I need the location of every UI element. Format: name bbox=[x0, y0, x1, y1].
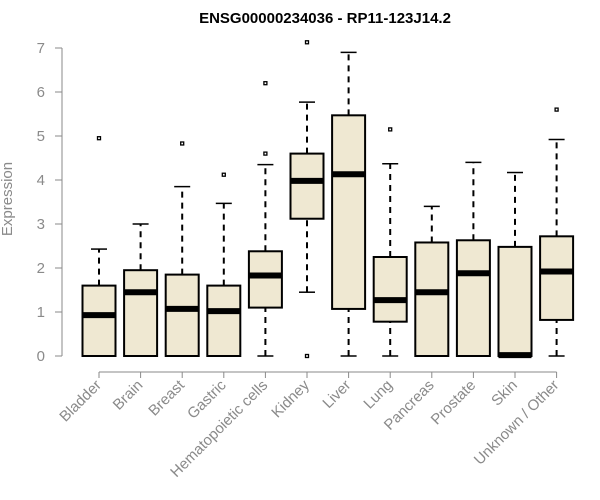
box-iqr bbox=[123, 269, 159, 358]
outlier-point bbox=[388, 127, 393, 132]
y-tick-label: 6 bbox=[37, 84, 45, 101]
y-tick-label: 3 bbox=[37, 216, 45, 233]
box-prostate bbox=[455, 161, 491, 357]
box-iqr bbox=[289, 152, 325, 220]
box-unknown-other bbox=[539, 107, 575, 357]
outlier-point bbox=[304, 40, 310, 45]
box-hematopoietic-cells bbox=[247, 81, 283, 357]
y-tick-label: 2 bbox=[37, 260, 45, 277]
y-tick-label: 7 bbox=[37, 40, 45, 57]
chart-title: ENSG00000234036 - RP11-123J14.2 bbox=[199, 10, 451, 27]
x-tick-label: Breast bbox=[145, 376, 188, 419]
box-lung bbox=[372, 127, 408, 357]
box-pancreas bbox=[414, 205, 450, 357]
box-gastric bbox=[206, 172, 242, 358]
x-tick-label: Brain bbox=[110, 377, 147, 414]
box-liver bbox=[331, 51, 367, 357]
y-tick-label: 4 bbox=[37, 172, 45, 189]
box-iqr bbox=[455, 239, 491, 357]
x-tick-label: Liver bbox=[319, 377, 354, 412]
outlier-point bbox=[263, 81, 268, 86]
box-breast bbox=[164, 141, 200, 358]
y-tick-label: 0 bbox=[37, 348, 45, 365]
box-iqr bbox=[164, 273, 200, 358]
box-skin bbox=[497, 171, 533, 359]
box-iqr bbox=[247, 250, 283, 309]
outlier-point bbox=[554, 107, 559, 112]
box-brain bbox=[123, 223, 159, 358]
outlier-point bbox=[180, 141, 185, 146]
x-tick-label: Prostate bbox=[428, 377, 480, 429]
boxes-group bbox=[81, 40, 575, 359]
box-iqr bbox=[331, 114, 367, 310]
outlier-point bbox=[221, 172, 226, 177]
outlier-point bbox=[304, 353, 310, 359]
box-iqr bbox=[414, 241, 450, 357]
y-tick-label: 1 bbox=[37, 304, 45, 321]
box-kidney bbox=[289, 40, 325, 359]
outlier-point bbox=[263, 151, 268, 156]
x-tick-label: Kidney bbox=[268, 376, 313, 421]
box-iqr bbox=[497, 245, 533, 358]
x-tick-label: Lung bbox=[360, 377, 396, 413]
y-axis-label: Expression bbox=[0, 162, 16, 236]
box-iqr bbox=[539, 235, 575, 321]
box-iqr bbox=[206, 284, 242, 358]
outlier-point bbox=[96, 136, 102, 141]
box-iqr bbox=[372, 256, 408, 323]
box-bladder bbox=[81, 136, 117, 358]
box-iqr bbox=[81, 284, 117, 358]
x-tick-label: Bladder bbox=[56, 377, 105, 426]
y-tick-label: 5 bbox=[37, 128, 45, 145]
x-tick-label: Skin bbox=[488, 377, 521, 410]
